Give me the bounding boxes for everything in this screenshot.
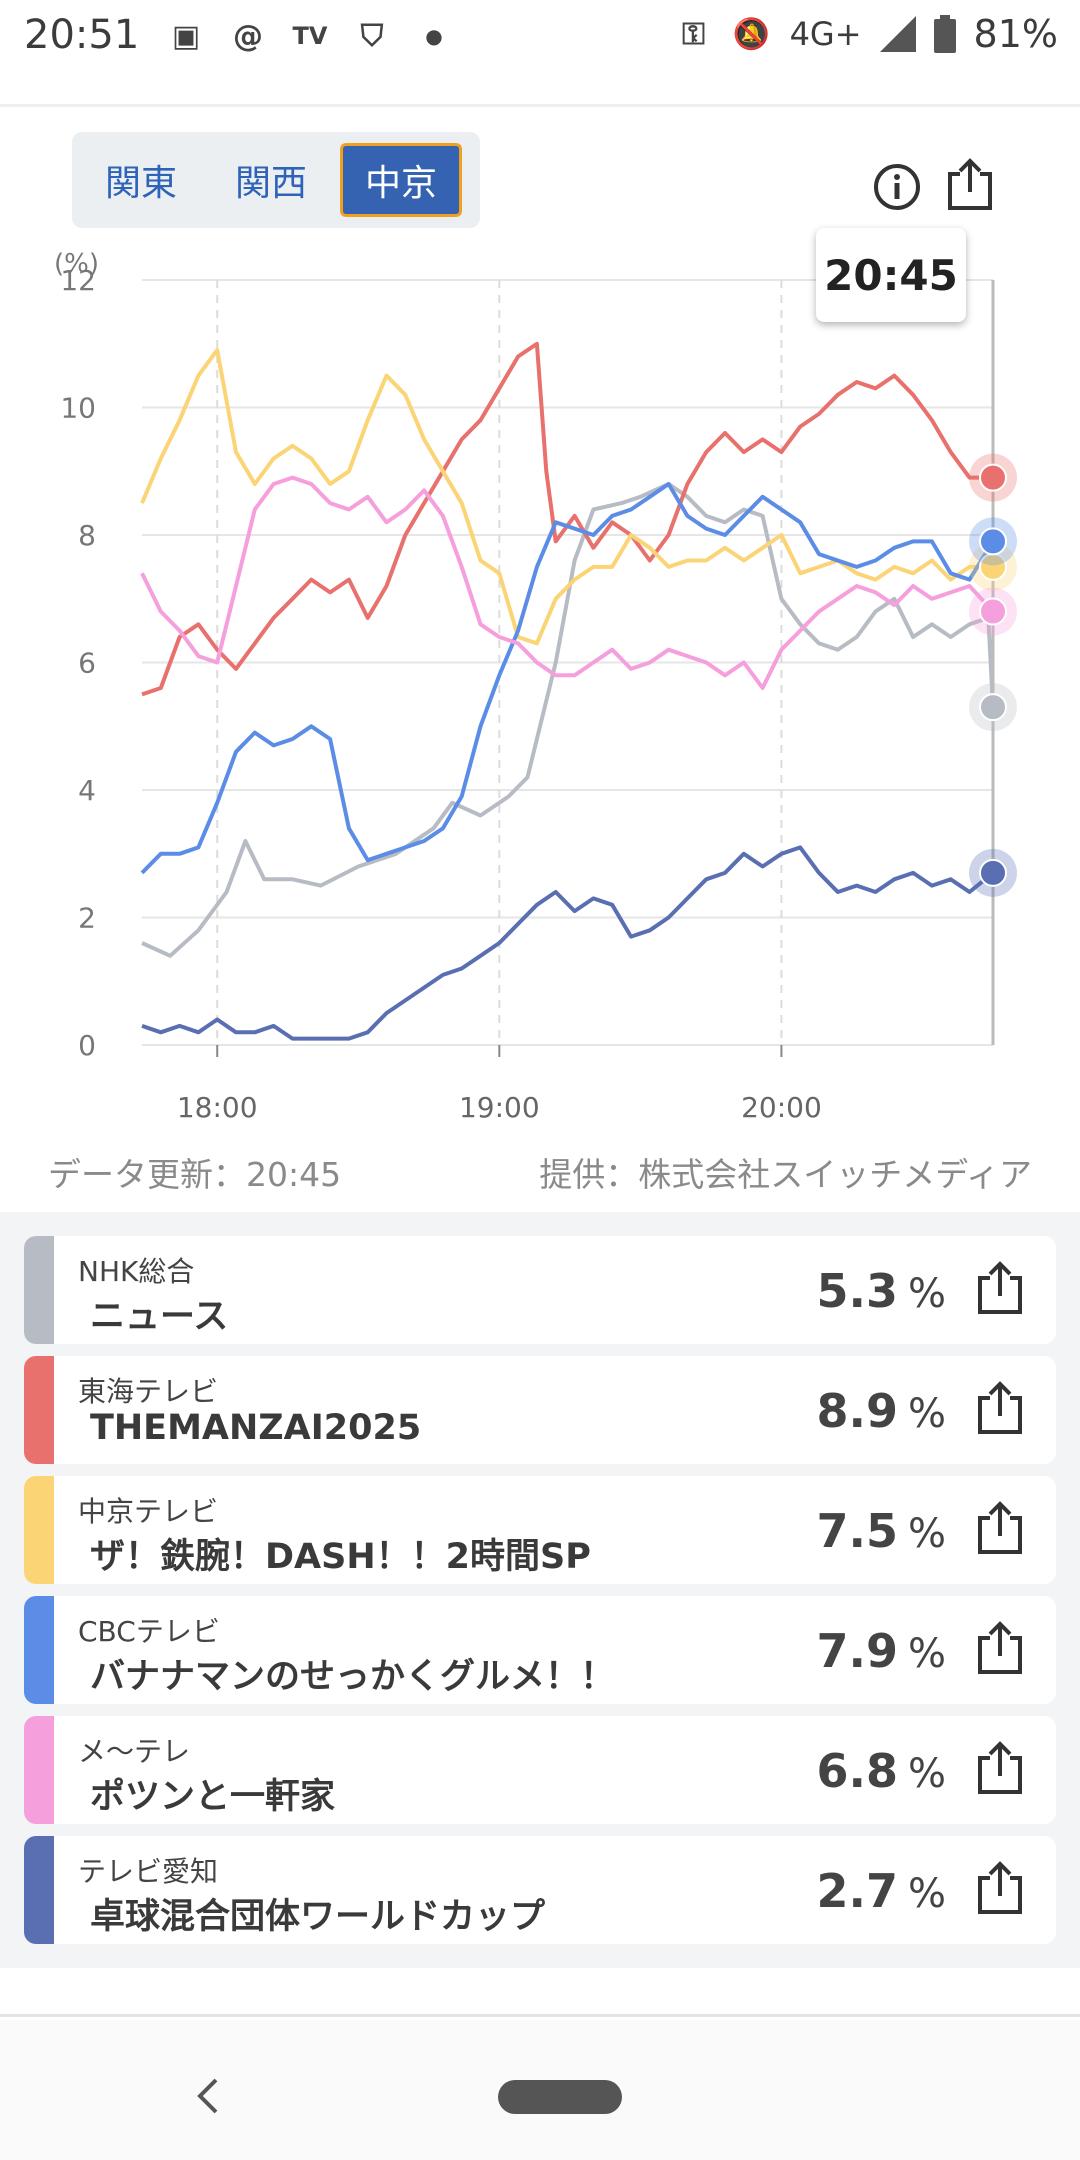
y-tick-label: 2 (78, 902, 96, 935)
station-name: NHK総合 (78, 1255, 195, 1288)
station-name: メ～テレ (78, 1735, 191, 1768)
header-divider (0, 104, 1080, 107)
region-tabs: 関東 関西 中京 (72, 132, 480, 228)
station-name: 中京テレビ (78, 1495, 219, 1528)
navigation-bar (0, 2020, 1080, 2160)
share-icon[interactable] (974, 1860, 1026, 1916)
battery-label: 81% (973, 12, 1058, 56)
home-pill[interactable] (498, 2080, 622, 2114)
series-line (140, 348, 993, 646)
station-name: CBCテレビ (78, 1615, 220, 1648)
channel-color-bar (24, 1716, 54, 1824)
rating-value: 6.8% (816, 1744, 946, 1798)
share-icon[interactable] (944, 158, 996, 212)
rating-value: 7.5% (816, 1504, 946, 1558)
x-tick-label: 18:00 (177, 1091, 258, 1124)
program-title: ニュース (90, 1297, 229, 1337)
network-label: 4G+ (789, 15, 862, 53)
provider-label: 提供：株式会社スイッチメディア (539, 1155, 1032, 1194)
rating-value: 2.7% (816, 1864, 946, 1918)
series-line (140, 475, 995, 690)
update-row: データ更新：20:45 提供：株式会社スイッチメディア (0, 1140, 1080, 1200)
status-right: ⚿ 🔕 4G+ 81% (674, 12, 1058, 56)
share-icon[interactable] (974, 1380, 1026, 1436)
rating-value: 7.9% (816, 1624, 946, 1678)
tver-icon: TV (292, 22, 328, 50)
x-tick-labels: 18:00 19:00 20:00 (177, 1091, 822, 1124)
end-marker (979, 527, 1007, 556)
program-title: ポツンと一軒家 (90, 1777, 336, 1817)
y-tick-labels: 0 2 4 6 8 10 12 (60, 264, 96, 1062)
share-icon[interactable] (974, 1260, 1026, 1316)
station-name: テレビ愛知 (78, 1855, 219, 1888)
series-line (141, 482, 995, 958)
tab-kansai[interactable]: 関西 (234, 163, 307, 204)
info-icon[interactable] (872, 162, 922, 212)
channel-card[interactable]: メ～テレポツンと一軒家 6.8% (24, 1716, 1056, 1824)
battery-icon (933, 15, 956, 53)
series-line (141, 341, 993, 697)
program-title: ザ！鉄腕！DASH！！2時間SP (90, 1537, 591, 1577)
series-line (141, 845, 995, 1041)
y-tick-label: 0 (78, 1029, 96, 1062)
channel-card[interactable]: 中京テレビザ！鉄腕！DASH！！2時間SP 7.5% (24, 1476, 1056, 1584)
channel-card[interactable]: NHK総合ニュース 5.3% (24, 1236, 1056, 1344)
program-title: 卓球混合団体ワールドカップ (90, 1897, 546, 1937)
station-name: 東海テレビ (78, 1375, 219, 1408)
y-tick-label: 4 (78, 774, 96, 807)
series-lines (140, 341, 995, 1041)
end-marker (979, 597, 1007, 626)
channel-color-bar (24, 1596, 54, 1704)
dot-icon: ● (425, 24, 443, 48)
rating-value: 8.9% (816, 1384, 946, 1438)
share-icon[interactable] (974, 1500, 1026, 1556)
tab-chukyo[interactable]: 中京 (340, 143, 462, 217)
bell-off-icon: 🔕 (732, 16, 771, 52)
y-axis-unit: (%) (54, 249, 99, 279)
threads-icon: @ (233, 18, 263, 54)
share-icon[interactable] (974, 1620, 1026, 1676)
channel-card[interactable]: テレビ愛知卓球混合団体ワールドカップ 2.7% (24, 1836, 1056, 1944)
program-title: THEMANZAI2025 (90, 1408, 422, 1448)
status-bar: 20:51 ▣ @ TV ⛉ ● ⚿ 🔕 4G+ 81% (0, 0, 1080, 76)
tab-kanto[interactable]: 関東 (104, 163, 177, 204)
x-tick-label: 20:00 (741, 1091, 822, 1124)
update-time-label: データ更新：20:45 (48, 1155, 342, 1194)
channel-color-bar (24, 1836, 54, 1944)
end-marker (979, 693, 1007, 722)
end-marker (979, 858, 1007, 887)
channel-card[interactable]: CBCテレビバナナマンのせっかくグルメ！！ 7.9% (24, 1596, 1056, 1704)
notification-icons: ▣ @ TV ⛉ ● (166, 16, 454, 56)
x-tick-label: 19:00 (459, 1091, 540, 1124)
ratings-chart[interactable]: (%) 0 2 4 6 8 10 12 18:00 19:00 20:00 (0, 230, 1080, 1130)
signal-icon (879, 16, 916, 52)
y-tick-label: 10 (60, 392, 96, 425)
program-title: バナナマンのせっかくグルメ！！ (90, 1657, 616, 1697)
chart-grid (142, 279, 993, 1046)
y-tick-label: 12 (60, 264, 96, 297)
nav-divider (0, 2014, 1080, 2017)
share-icon[interactable] (974, 1740, 1026, 1796)
y-tick-label: 6 (78, 647, 96, 680)
channel-card[interactable]: 東海テレビ THEMANZAI2025 8.9% (24, 1356, 1056, 1464)
end-marker (979, 463, 1007, 492)
time-tooltip: 20:45 (816, 228, 966, 322)
shield-icon: ⛉ (360, 18, 384, 54)
end-markers (969, 453, 1017, 897)
rating-value: 5.3% (816, 1264, 946, 1318)
channel-color-bar (24, 1356, 54, 1464)
y-tick-label: 8 (78, 519, 96, 552)
gallery-icon: ▣ (171, 18, 201, 54)
series-line (140, 482, 995, 875)
status-time: 20:51 (24, 12, 140, 58)
back-icon[interactable] (190, 2076, 226, 2116)
key-icon: ⚿ (682, 16, 705, 52)
channel-color-bar (24, 1236, 54, 1344)
channel-color-bar (24, 1476, 54, 1584)
